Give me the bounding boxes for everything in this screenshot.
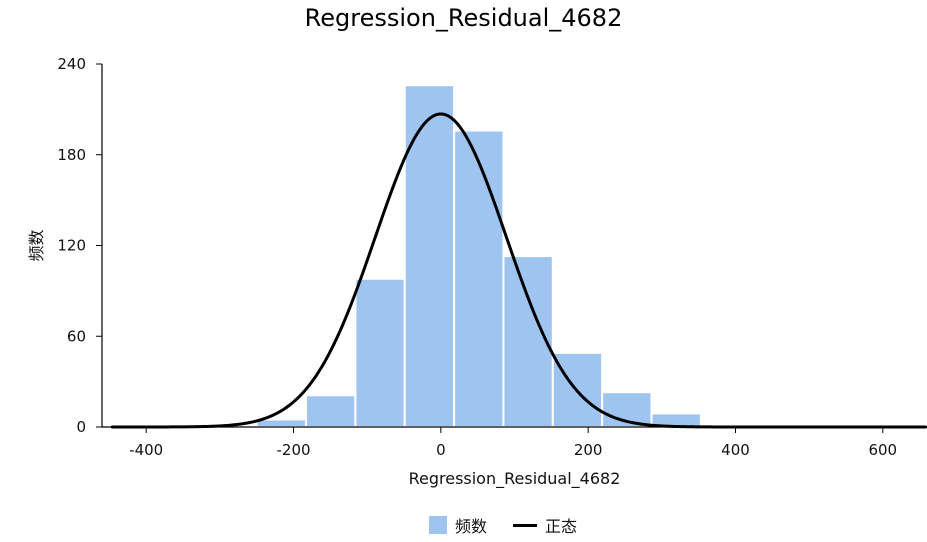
y-tick-label: 60 [67, 327, 86, 345]
x-tick-label: 200 [574, 441, 603, 459]
histogram-bar-2 [305, 394, 357, 428]
histogram-bar-6 [502, 255, 554, 428]
y-axis-ticks: 0 60 120 180 240 [57, 55, 102, 436]
legend-swatch-histogram [428, 516, 447, 534]
legend-swatch-normal [513, 523, 537, 527]
y-tick-label: 120 [57, 237, 86, 255]
legend-item-histogram[interactable]: 频数 [428, 513, 487, 537]
x-axis-title: Regression_Residual_4682 [409, 469, 621, 489]
y-tick-label: 180 [57, 146, 86, 164]
histogram-bar-5 [453, 129, 505, 429]
y-tick-label: 0 [76, 418, 86, 436]
x-tick-label: 0 [436, 441, 446, 459]
legend-item-normal[interactable]: 正态 [513, 513, 577, 537]
y-tick-label: 240 [57, 55, 86, 73]
legend-label-histogram: 频数 [454, 517, 487, 536]
x-axis-ticks: -400 -200 0 200 400 600 [129, 427, 897, 459]
histogram-bar-1 [255, 418, 308, 428]
histogram-bar-4 [403, 84, 456, 429]
x-tick-label: -400 [129, 441, 163, 459]
chart-title: Regression_Residual_4682 [304, 4, 623, 32]
chart-legend: 频数 正态 [0, 513, 927, 537]
x-tick-label: 600 [868, 441, 897, 459]
x-tick-label: -200 [276, 441, 310, 459]
histogram-bars [255, 84, 801, 429]
x-tick-label: 400 [721, 441, 750, 459]
y-axis-title: 频数 [27, 229, 46, 261]
legend-label-normal: 正态 [545, 517, 578, 536]
histogram-bar-3 [354, 277, 406, 428]
